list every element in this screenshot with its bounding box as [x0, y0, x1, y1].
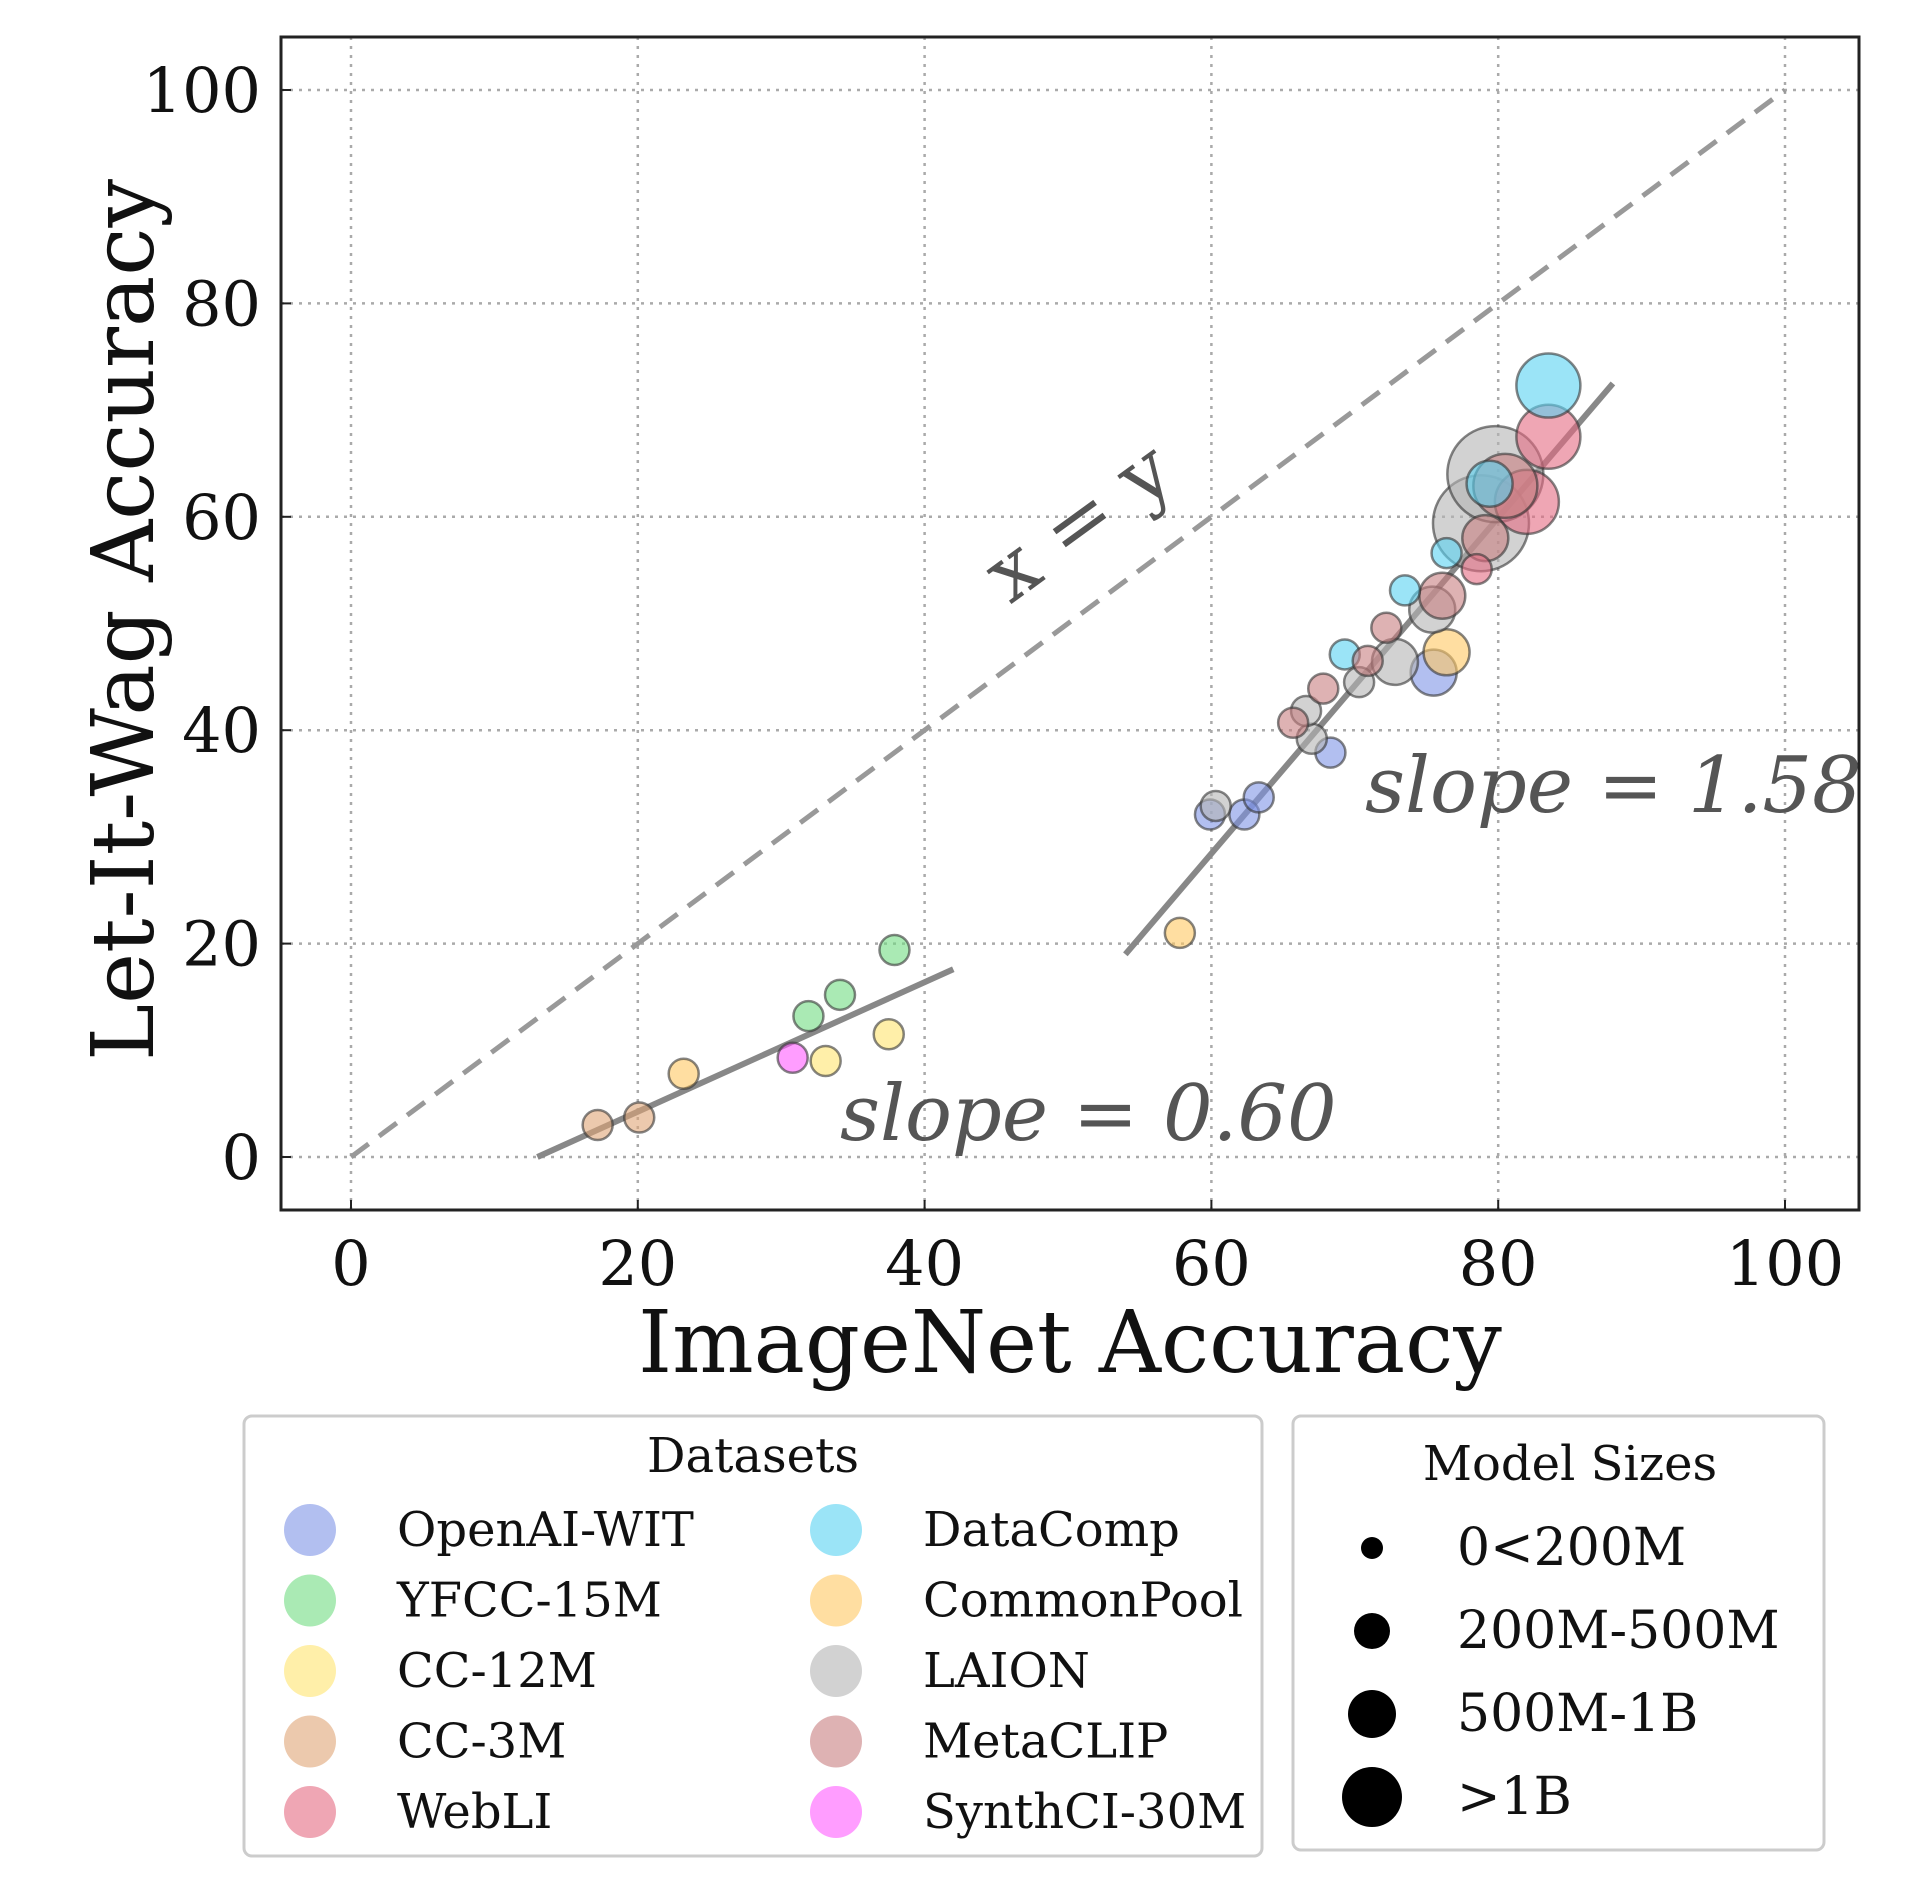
identity-annotation: x = y [967, 423, 1190, 621]
legend-marker-webli [284, 1786, 336, 1838]
legend-marker-cc-3m [284, 1715, 336, 1768]
x-tick-label: 80 [1459, 1227, 1538, 1300]
datasets-legend [242, 1414, 1264, 1858]
legend-label: CC-12M [397, 1643, 597, 1699]
legend-marker-metaclip [810, 1715, 862, 1768]
data-point-yfcc-15m [823, 978, 857, 1012]
x-tick-label: 60 [1172, 1227, 1251, 1300]
data-point-datacomp [1465, 459, 1514, 508]
data-point-metaclip [1418, 571, 1467, 621]
legend-label: LAION [923, 1643, 1090, 1699]
x-tick-label: 40 [885, 1227, 964, 1300]
legend-label: OpenAI-WIT [397, 1502, 694, 1558]
data-point-synthci-30m [776, 1041, 809, 1075]
x-tick-label: 0 [331, 1227, 370, 1300]
size-label: 500M-1B [1457, 1684, 1698, 1744]
data-point-cc-12m [872, 1018, 905, 1051]
legend-label: SynthCI-30M [923, 1784, 1246, 1840]
data-point-cc-3m [581, 1108, 614, 1142]
legend-marker-commonpool [810, 1574, 862, 1627]
legend-label: CommonPool [923, 1573, 1243, 1629]
size-marker [1361, 1537, 1383, 1559]
identity-line [349, 87, 1787, 1160]
size-label: 200M-500M [1457, 1601, 1780, 1661]
data-point-yfcc-15m [878, 933, 911, 967]
x-tick-label: 100 [1726, 1227, 1844, 1300]
size-marker [1348, 1690, 1396, 1738]
data-point-metaclip [1461, 513, 1510, 563]
data-point-datacomp [1388, 574, 1422, 607]
legend-marker-synthci-30m [810, 1786, 862, 1838]
data-point-commonpool [667, 1057, 700, 1091]
y-tick-label: 60 [182, 481, 261, 554]
size-marker [1342, 1767, 1402, 1827]
x-axis-label: ImageNet Accuracy [638, 1293, 1502, 1393]
model-sizes-legend-title: Model Sizes [1423, 1436, 1717, 1492]
y-axis-label: Let-It-Wag Accuracy [74, 179, 174, 1061]
data-point-commonpool [1163, 916, 1197, 950]
y-tick-label: 20 [182, 908, 261, 981]
data-point-cc-12m [809, 1044, 842, 1078]
legend-marker-openai-wit [284, 1504, 336, 1556]
legend-label: DataComp [923, 1502, 1180, 1558]
y-tick-label: 100 [143, 54, 261, 127]
data-point-laion [1199, 789, 1232, 823]
y-tick-label: 0 [222, 1121, 261, 1194]
data-point-metaclip [1351, 644, 1384, 678]
x-tick-label: 20 [598, 1227, 677, 1300]
y-tick-label: 40 [182, 694, 261, 767]
data-point-datacomp [1430, 536, 1463, 570]
data-point-datacomp [1515, 352, 1582, 419]
data-point-metaclip [1307, 672, 1340, 705]
slope-annotation-low: slope = 0.60 [840, 1069, 1337, 1159]
data-point-commonpool [1422, 628, 1471, 677]
data-point-openai-wit [1242, 781, 1275, 814]
slope-annotation-high: slope = 1.58 [1365, 741, 1862, 831]
data-point-metaclip [1370, 611, 1403, 645]
legend-label: YFCC-15M [396, 1573, 662, 1629]
datasets-legend-title: Datasets [647, 1428, 859, 1484]
model-sizes-legend [1291, 1414, 1826, 1852]
legend-label: CC-3M [397, 1714, 566, 1770]
plot-frame [279, 35, 1861, 1212]
y-tick-label: 80 [182, 267, 261, 340]
data-point-yfcc-15m [792, 999, 825, 1033]
legend-marker-datacomp [810, 1504, 862, 1556]
size-label: >1B [1457, 1767, 1572, 1827]
data-point-cc-3m [622, 1101, 656, 1134]
legend-marker-laion [810, 1645, 862, 1697]
legend-label: WebLI [397, 1784, 552, 1840]
data-point-webli [1460, 552, 1493, 586]
data-point-metaclip [1276, 706, 1310, 739]
legend-label: MetaCLIP [923, 1714, 1168, 1770]
legend-marker-cc-12m [284, 1645, 336, 1697]
size-label: 0<200M [1457, 1518, 1686, 1578]
legend-marker-yfcc-15m [284, 1574, 336, 1627]
size-marker [1354, 1613, 1390, 1649]
